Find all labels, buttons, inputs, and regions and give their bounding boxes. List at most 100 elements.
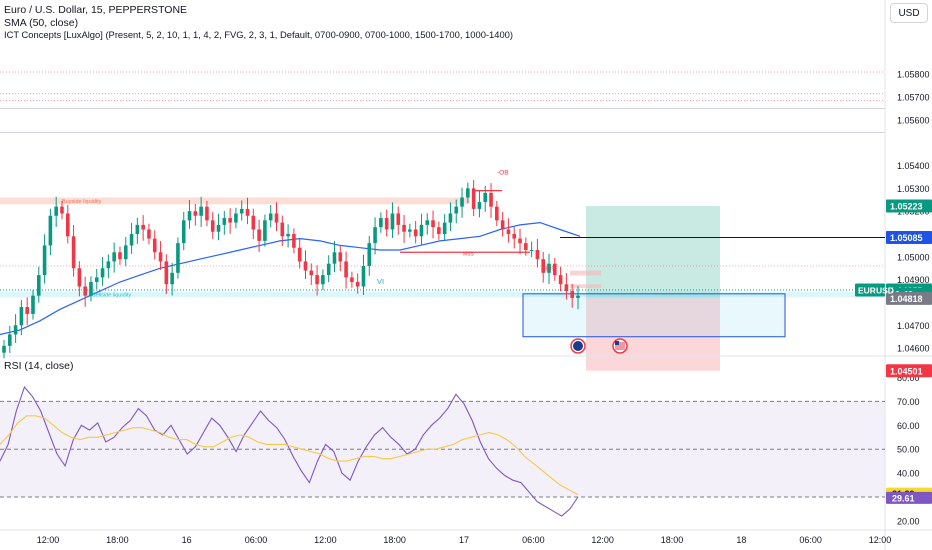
sma-legend[interactable]: SMA (50, close) xyxy=(4,17,79,29)
candle-body xyxy=(350,277,354,282)
economic-events[interactable] xyxy=(570,338,628,354)
time-tick-label: 18 xyxy=(736,535,746,545)
rsi-badge: 29.61 xyxy=(886,491,932,504)
candle-body xyxy=(558,275,563,285)
candle-body xyxy=(89,281,93,296)
time-tick-label: 17 xyxy=(459,535,469,545)
candle-body xyxy=(100,268,105,278)
candle-body xyxy=(384,218,389,230)
candle xyxy=(205,200,209,227)
rectangle-drawing xyxy=(522,293,786,338)
rsi-tick-label: 60.00 xyxy=(897,421,920,431)
candle xyxy=(152,230,157,260)
candle xyxy=(350,271,354,288)
candle xyxy=(181,211,186,251)
price-tick-label: 1.05600 xyxy=(897,115,930,125)
buyside-label: Buyside liquidity xyxy=(62,199,102,205)
candle xyxy=(89,276,93,302)
candle xyxy=(344,251,348,289)
symbol-tag: EURUSD xyxy=(855,283,894,297)
vi-label: VI xyxy=(377,277,384,286)
candle xyxy=(332,241,337,273)
candle xyxy=(460,187,464,218)
buyside-liquidity-zone xyxy=(0,197,470,205)
price-axis[interactable]: 1.052231.050851.0485510:401.048181.04501… xyxy=(855,199,932,504)
candle xyxy=(518,228,522,255)
candle-body xyxy=(361,265,366,287)
price-tick-label: 1.05000 xyxy=(897,252,930,262)
candle xyxy=(245,197,250,225)
price-tick-label: 1.05300 xyxy=(897,184,930,194)
candlesticks[interactable] xyxy=(2,179,580,359)
price-badge-bg xyxy=(886,230,932,244)
time-tick-label: 16 xyxy=(182,535,192,545)
candle xyxy=(176,237,180,279)
candle xyxy=(274,202,279,232)
sellside-liquidity-zone xyxy=(0,291,885,298)
candle xyxy=(355,273,360,294)
candle-body xyxy=(31,295,35,314)
candle xyxy=(442,214,447,242)
candle xyxy=(100,257,105,286)
candle xyxy=(576,285,580,310)
rsi-legend[interactable]: RSI (14, close) xyxy=(4,360,74,372)
fvg-box xyxy=(570,284,601,289)
candle xyxy=(425,213,430,235)
currency-button[interactable]: USD xyxy=(890,3,928,23)
candle xyxy=(135,217,140,244)
candle xyxy=(147,223,151,245)
price-badge-bg xyxy=(886,199,932,213)
candle-body xyxy=(205,206,209,221)
candle xyxy=(158,241,163,270)
candle xyxy=(500,211,505,237)
candle-body xyxy=(355,281,360,287)
candle xyxy=(361,254,366,295)
candle xyxy=(187,200,192,229)
candle xyxy=(31,289,35,320)
candle xyxy=(419,213,424,245)
candle-body xyxy=(535,250,540,260)
candle xyxy=(326,255,331,283)
candle-body xyxy=(460,197,464,207)
eu-event-icon xyxy=(570,338,586,354)
rsi-tick-label: 20.00 xyxy=(897,516,920,526)
ict-zones xyxy=(0,197,885,371)
candle-body xyxy=(239,208,244,214)
candle-body xyxy=(36,275,41,296)
candle xyxy=(228,208,232,234)
candle-body xyxy=(257,229,261,241)
candle xyxy=(466,182,470,204)
candle xyxy=(216,213,221,241)
candle xyxy=(118,246,122,265)
rsi-ma-line xyxy=(0,415,579,496)
candle-body xyxy=(524,243,528,250)
candle-body xyxy=(419,224,424,237)
candle xyxy=(384,209,389,237)
eu-event-icon-fill xyxy=(573,341,583,351)
symbol-tag-label: EURUSD xyxy=(858,285,894,295)
price-badge: 1.05085 xyxy=(886,230,932,244)
candle-body xyxy=(263,220,267,241)
mss-label: MSS xyxy=(463,252,475,258)
time-tick-label: 18:00 xyxy=(383,535,406,545)
candle-body xyxy=(164,261,169,285)
candle-body xyxy=(506,229,511,235)
candle-body xyxy=(286,234,290,237)
price-badge: 1.05223 xyxy=(886,199,932,213)
chart-title[interactable]: Euro / U.S. Dollar, 15, PEPPERSTONE xyxy=(4,4,188,16)
candle-body xyxy=(321,275,325,285)
candle-body xyxy=(268,213,273,221)
ict-legend[interactable]: ICT Concepts [LuxAlgo] (Present, 5, 2, 1… xyxy=(4,29,514,40)
time-axis[interactable]: 12:00 18:00 16 06:00 12:00 18:00 17 06:00 12:00 1… xyxy=(37,535,892,545)
candle-body xyxy=(77,268,82,287)
rsi-lines xyxy=(0,386,885,517)
candle xyxy=(524,237,528,256)
candle xyxy=(303,250,308,279)
candle-body xyxy=(274,213,279,223)
candle xyxy=(379,212,383,233)
candle xyxy=(541,252,546,283)
candle xyxy=(547,253,551,285)
candle-body xyxy=(54,206,58,216)
price-badge-label: 1.05085 xyxy=(890,233,923,243)
